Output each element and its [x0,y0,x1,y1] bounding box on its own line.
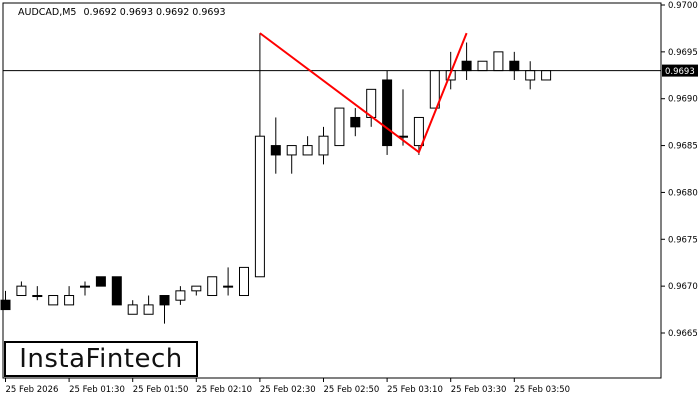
x-tick-label: 25 Feb 01:50 [133,385,189,395]
bull-candle [302,145,313,156]
y-tick-label: 0.9695 [668,48,698,58]
y-tick-label: 0.9670 [668,282,698,292]
bull-candle [413,116,424,147]
x-tick-label: 25 Feb 02:10 [196,385,252,395]
bull-candle [318,135,329,156]
x-tick-label: 25 Feb 2026 [6,385,59,395]
chart-frame [2,2,662,379]
bull-candle [286,145,297,156]
symbol-label: AUDCAD,M5 [18,7,76,18]
bull-candle [477,60,488,72]
current-price-badge [662,64,698,77]
bear-candle [95,276,106,287]
bull-candle [223,285,234,288]
bull-candle [541,70,552,81]
bull-candle [207,276,218,297]
current-price-label: 0.9693 [665,67,695,77]
bear-candle [111,276,122,306]
bull-candle [254,135,265,278]
bull-candle [143,304,154,315]
y-tick-label: 0.9690 [668,95,698,105]
instafintech-logo: InstaFintech [4,341,198,377]
x-tick-label: 25 Feb 02:50 [324,385,380,395]
x-axis: 25 Feb 2026 25 Feb 01:30 25 Feb 01:50 25 Fe… [5,378,570,395]
y-axis: 0.9700 0.9695 0.9690 0.9685 0.9680 0.9675 0.96… [661,1,698,339]
chart-title: AUDCAD,M5 0.9692 0.9693 0.9692 0.9693 [18,7,226,18]
y-tick-label: 0.9665 [668,329,698,339]
bull-candle [493,51,504,72]
candles-layer [0,33,661,324]
x-tick-label: 25 Feb 03:10 [387,385,443,395]
y-tick-label: 0.9685 [668,142,698,152]
y-tick-label: 0.9700 [668,1,698,11]
bear-candle [350,116,361,128]
double-top-pattern-line [259,32,468,154]
y-tick-label: 0.9680 [668,188,698,198]
bull-candle [32,295,43,298]
pattern-layer [259,32,468,154]
x-tick-label: 25 Feb 03:50 [514,385,570,395]
bull-candle [334,107,345,147]
bull-candle [191,285,202,292]
y-tick-label: 0.9675 [668,235,698,245]
bull-candle [64,295,75,306]
bull-candle [175,290,186,301]
bull-candle [525,70,536,81]
bull-candle [127,304,138,315]
ohlc-label: 0.9692 0.9693 0.9692 0.9693 [84,7,226,18]
bear-candle [509,60,520,72]
bear-candle [382,79,393,147]
bull-candle [16,285,27,297]
bear-candle [270,145,281,156]
bear-candle [159,295,170,306]
bull-candle [80,285,90,288]
bear-candle [0,299,11,311]
plot-border [2,2,662,379]
x-tick-label: 25 Feb 02:30 [260,385,316,395]
x-tick-label: 25 Feb 03:30 [451,385,507,395]
bull-candle [239,266,249,297]
x-tick-label: 25 Feb 01:30 [69,385,125,395]
bull-candle [48,295,59,306]
bear-candle [461,60,472,72]
